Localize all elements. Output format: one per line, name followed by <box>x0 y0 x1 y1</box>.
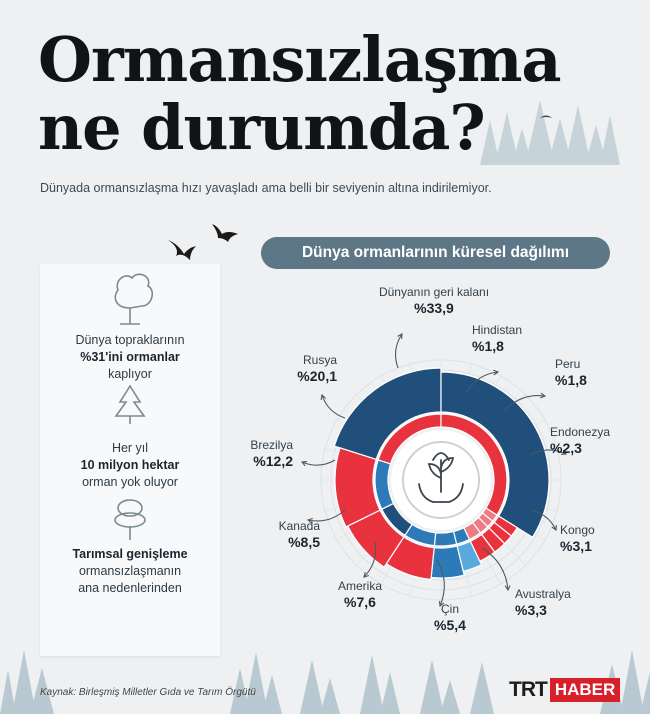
label-connector <box>529 449 567 456</box>
arrow-icon <box>504 585 511 592</box>
bottom-forest <box>0 650 650 714</box>
slice-name: Dünyanın geri kalanı <box>379 285 489 299</box>
slice-name: Kongo <box>560 523 595 537</box>
slice-name: Endonezya <box>550 425 610 439</box>
arrow-icon <box>397 333 403 340</box>
slice-value: %12,2 <box>253 453 293 469</box>
chart-title-badge: Dünya ormanlarının küresel dağılımı <box>261 237 610 269</box>
arrow-icon <box>363 572 369 578</box>
label-connector <box>307 509 346 522</box>
hands-holding-tree-icon <box>418 452 464 503</box>
slice-inner-11 <box>374 459 395 511</box>
slice-label: Hindistan%1,8 <box>466 323 522 393</box>
slice-value: %8,5 <box>288 534 320 550</box>
slice-name: Rusya <box>303 353 337 367</box>
slice-value: %5,4 <box>434 617 466 633</box>
slice-label: Peru%1,8 <box>504 357 587 411</box>
title-line-2: ne durumda? <box>38 91 486 164</box>
label-connector <box>321 394 346 419</box>
slice-label: Brezilya%12,2 <box>250 438 336 469</box>
slice-value: %1,8 <box>555 372 587 388</box>
slice-value: %7,6 <box>344 594 376 610</box>
slice-value: %20,1 <box>297 368 337 384</box>
flying-birds-icon <box>168 224 238 260</box>
logo-trt: TRT <box>509 678 548 701</box>
pine-tree-icon <box>114 384 146 424</box>
fact-agriculture: Tarımsal genişleme ormansızlaşmanın ana … <box>40 546 220 597</box>
fact-text: ana nedenlerinden <box>78 581 182 595</box>
slice-value: %1,8 <box>472 338 504 354</box>
top-right-forest <box>480 100 620 165</box>
slice-label: Rusya%20,1 <box>297 353 346 419</box>
slice-name: Çin <box>441 602 459 616</box>
slice-label: Kongo%3,1 <box>529 509 595 554</box>
label-connector <box>394 333 403 369</box>
title-line-1: Ormansızlaşma <box>38 23 562 96</box>
arrow-icon <box>560 449 568 455</box>
arrow-icon <box>320 393 327 401</box>
label-connector <box>504 395 546 411</box>
fact-highlight: %31'ini ormanlar <box>80 350 180 364</box>
slice-name: Peru <box>555 357 580 371</box>
logo-haber: HABER <box>549 678 621 702</box>
fact-text: ormansızlaşmanın <box>78 564 182 578</box>
arrow-icon <box>300 460 308 467</box>
arrow-icon <box>306 517 313 524</box>
source-note: Kaynak: Birleşmiş Milletler Gıda ve Tarı… <box>40 687 256 698</box>
slice-name: Amerika <box>338 579 382 593</box>
slice-name: Hindistan <box>472 323 522 337</box>
fact-highlight: Tarımsal genişleme <box>72 547 188 561</box>
slice-value: %33,9 <box>414 300 454 316</box>
label-connector <box>529 509 557 531</box>
label-connector <box>481 547 509 591</box>
fact-text: orman yok oluyor <box>82 475 178 489</box>
label-connector <box>436 559 445 607</box>
label-connector <box>466 371 499 393</box>
slice-inner-8 <box>433 530 458 547</box>
slice-name: Brezilya <box>250 438 293 452</box>
page-title: Ormansızlaşma ne durumda? <box>38 23 562 164</box>
label-connector <box>301 459 336 466</box>
slice-outer-2 <box>440 371 550 539</box>
arrow-icon <box>551 524 557 532</box>
subtitle: Dünyada ormansızlaşma hızı yavaşladı ama… <box>40 181 492 195</box>
tree-icon <box>114 273 154 325</box>
slice-label: Endonezya%2,3 <box>529 425 610 456</box>
slice-outer-1 <box>333 367 442 461</box>
facts-card: Dünya topraklarının %31'ini ormanlar kap… <box>40 264 220 656</box>
slice-value: %3,3 <box>515 602 547 618</box>
facts-icons <box>114 273 154 540</box>
fact-text: Dünya topraklarının <box>75 333 185 347</box>
top-right-bird-icon <box>540 115 552 118</box>
slice-name: Kanada <box>279 519 321 533</box>
slice-label: Kanada%8,5 <box>279 509 346 550</box>
fact-text: Her yıl <box>111 441 149 455</box>
slice-outer-11 <box>334 447 381 528</box>
slice-label: Çin%5,4 <box>434 559 466 633</box>
slice-label: Amerika%7,6 <box>338 541 382 610</box>
slice-label: Avustralya%3,3 <box>481 547 571 618</box>
slice-label: Dünyanın geri kalanı%33,9 <box>379 285 489 369</box>
fact-forest-cover: Dünya topraklarının %31'ini ormanlar kap… <box>40 332 220 383</box>
fact-yearly-loss: Her yıl 10 milyon hektar orman yok oluyo… <box>40 440 220 491</box>
arrow-icon <box>438 600 445 608</box>
slice-value: %3,1 <box>560 538 592 554</box>
label-connector <box>363 541 377 578</box>
tree-icon <box>114 499 146 540</box>
slice-name: Avustralya <box>515 587 571 601</box>
trt-haber-logo: TRT HABER <box>509 677 621 703</box>
slice-value: %2,3 <box>550 440 582 456</box>
fact-highlight: 10 milyon hektar <box>80 458 180 472</box>
fact-text: kaplıyor <box>108 367 152 381</box>
arrow-icon <box>493 369 500 376</box>
arrow-icon <box>540 392 547 399</box>
